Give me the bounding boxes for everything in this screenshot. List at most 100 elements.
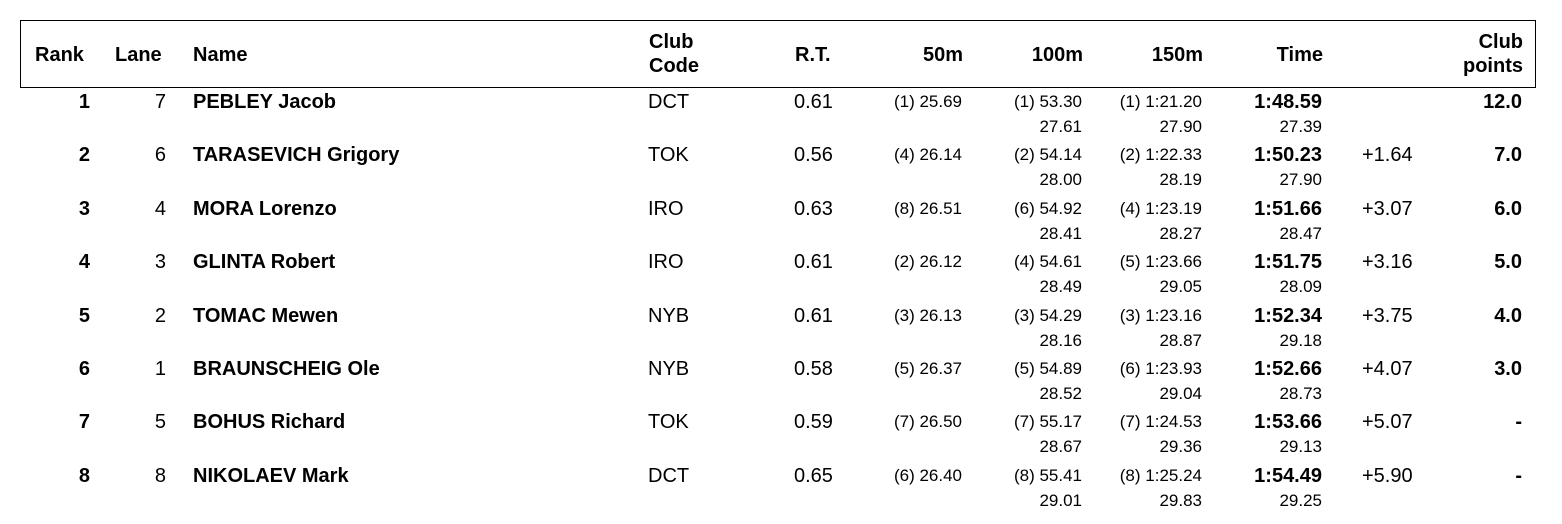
header-rank: Rank [35, 44, 84, 66]
table-row: 3 4 MORA Lorenzo IRO 0.63 (8) 26.51 (6) 54.92 2… [0, 197, 1562, 250]
lap-100m: 28.41 [1039, 223, 1082, 243]
final-time: 1:51.75 [1254, 251, 1322, 274]
split-100m: (5) 54.89 [1013, 359, 1082, 378]
lane-cell: 6 [154, 144, 166, 167]
lap-final: 29.25 [1279, 490, 1322, 510]
lap-final: 28.73 [1279, 384, 1322, 403]
club-code: IRO [648, 197, 684, 220]
swimmer-name: TARASEVICH Grigory [193, 144, 400, 167]
club-code: IRO [648, 251, 684, 274]
lane-cell: 7 [154, 91, 166, 113]
swimmer-name: PEBLEY Jacob [193, 91, 337, 113]
lap-150m: 29.83 [1159, 490, 1202, 510]
lane-cell: 8 [154, 464, 166, 487]
lane-cell: 1 [154, 358, 166, 380]
lap-150m: 28.19 [1159, 170, 1202, 190]
lap-100m: 28.67 [1039, 437, 1082, 457]
final-time: 1:54.49 [1254, 464, 1322, 487]
swimmer-name: TOMAC Mewen [193, 304, 339, 327]
header-100m: 100m [1031, 44, 1083, 66]
lap-150m: 28.27 [1159, 223, 1202, 243]
lap-100m: 28.00 [1039, 170, 1082, 190]
time-behind: +4.07 [1362, 358, 1413, 380]
reaction-time: 0.61 [794, 251, 833, 274]
lap-150m: 29.04 [1159, 384, 1202, 403]
lap-100m: 28.52 [1039, 384, 1082, 403]
split-50m: (7) 26.50 [893, 412, 962, 432]
rank-cell: 1 [78, 91, 90, 113]
lap-100m: 27.61 [1039, 117, 1082, 136]
time-behind: +1.64 [1362, 144, 1413, 167]
split-150m: (3) 1:23.16 [1119, 305, 1202, 325]
reaction-time: 0.65 [794, 464, 833, 487]
table-row: 7 5 BOHUS Richard TOK 0.59 (7) 26.50 (7) 55.17… [0, 410, 1562, 463]
swimmer-name: NIKOLAEV Mark [193, 464, 349, 487]
time-behind: +3.16 [1362, 251, 1413, 274]
club-code: TOK [648, 144, 689, 167]
club-points: - [1515, 411, 1522, 434]
split-100m: (3) 54.29 [1013, 305, 1082, 325]
lap-100m: 28.49 [1039, 277, 1082, 297]
split-50m: (2) 26.12 [893, 252, 962, 272]
lap-100m: 28.16 [1039, 330, 1082, 350]
split-100m: (1) 53.30 [1013, 92, 1082, 111]
final-time: 1:48.59 [1254, 91, 1322, 113]
header-club-points: Club points [1463, 31, 1523, 77]
split-50m: (6) 26.40 [893, 465, 962, 485]
reaction-time: 0.61 [794, 91, 833, 113]
time-behind: +5.90 [1362, 464, 1413, 487]
split-50m: (1) 25.69 [893, 92, 962, 111]
split-150m: (7) 1:24.53 [1119, 412, 1202, 432]
swimmer-name: BOHUS Richard [193, 411, 346, 434]
table-row: 6 1 BRAUNSCHEIG Ole NYB 0.58 (5) 26.37 (5) 54.… [0, 357, 1562, 410]
lane-cell: 2 [154, 304, 166, 327]
header-50m: 50m [922, 44, 963, 66]
final-time: 1:53.66 [1254, 411, 1322, 434]
club-points: 12.0 [1483, 91, 1522, 113]
lane-cell: 5 [154, 411, 166, 434]
rank-cell: 7 [78, 411, 90, 434]
lap-final: 29.18 [1279, 330, 1322, 350]
lap-150m: 29.05 [1159, 277, 1202, 297]
header-club-code: Club Code [649, 31, 699, 77]
split-150m: (1) 1:21.20 [1119, 92, 1202, 111]
rank-cell: 5 [78, 304, 90, 327]
club-code: NYB [648, 304, 690, 327]
header-name: Name [193, 44, 248, 66]
club-points: 4.0 [1494, 304, 1522, 327]
split-100m: (4) 54.61 [1013, 252, 1082, 272]
time-behind: +5.07 [1362, 411, 1413, 434]
lap-150m: 27.90 [1159, 117, 1202, 136]
rank-cell: 6 [78, 358, 90, 380]
time-behind: +3.07 [1362, 197, 1413, 220]
split-150m: (4) 1:23.19 [1119, 198, 1202, 218]
reaction-time: 0.59 [794, 411, 833, 434]
rank-cell: 4 [78, 251, 90, 274]
lap-final: 28.47 [1279, 223, 1322, 243]
final-time: 1:52.34 [1254, 304, 1322, 327]
club-points: 7.0 [1494, 144, 1522, 167]
header-time: Time [1276, 44, 1323, 66]
split-150m: (5) 1:23.66 [1119, 252, 1202, 272]
club-points: - [1515, 464, 1522, 487]
rank-cell: 3 [78, 197, 90, 220]
reaction-time: 0.63 [794, 197, 833, 220]
rank-cell: 2 [78, 144, 90, 167]
table-row: 1 7 PEBLEY Jacob DCT 0.61 (1) 25.69 (1) 53.30 2… [0, 90, 1562, 143]
reaction-time: 0.56 [794, 144, 833, 167]
table-row: 5 2 TOMAC Mewen NYB 0.61 (3) 26.13 (3) 54.29 28… [0, 304, 1562, 357]
swimmer-name: MORA Lorenzo [193, 197, 337, 220]
club-points: 6.0 [1494, 197, 1522, 220]
split-100m: (2) 54.14 [1013, 145, 1082, 165]
lap-150m: 28.87 [1159, 330, 1202, 350]
club-points: 5.0 [1494, 251, 1522, 274]
table-header: Rank Lane Name Club Code R.T. 50m 100m 1… [20, 20, 1536, 88]
club-code: NYB [648, 358, 690, 380]
lane-cell: 3 [154, 251, 166, 274]
reaction-time: 0.61 [794, 304, 833, 327]
lap-final: 27.90 [1279, 170, 1322, 190]
table-row: 8 8 NIKOLAEV Mark DCT 0.65 (6) 26.40 (8) 55.41… [0, 464, 1562, 517]
swimmer-name: BRAUNSCHEIG Ole [193, 358, 380, 380]
lap-final: 27.39 [1279, 117, 1322, 136]
club-code: DCT [648, 91, 690, 113]
